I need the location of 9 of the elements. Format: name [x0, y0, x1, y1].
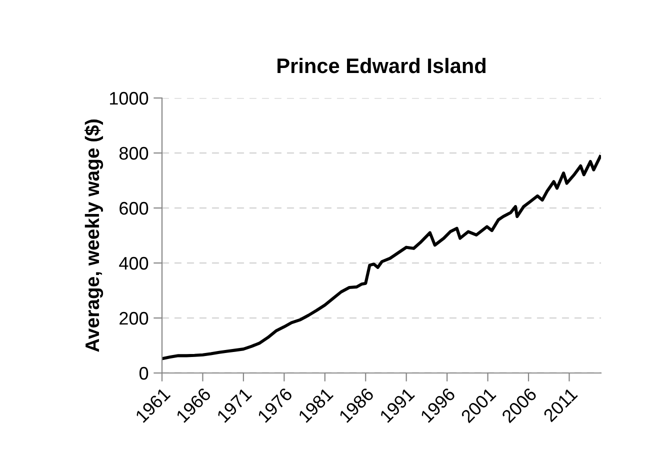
- y-tick-label: 600: [120, 202, 148, 215]
- y-tick-label: 1000: [110, 92, 148, 105]
- y-tick-label: 800: [119, 146, 148, 160]
- y-tick-label: 400: [119, 256, 148, 270]
- y-tick-label: 200: [120, 312, 148, 325]
- y-axis-title: Average, weekly wage ($): [84, 120, 104, 352]
- line-series: [162, 155, 601, 360]
- chart-title: Prince Edward Island: [278, 58, 486, 74]
- y-tick-label: 0: [139, 366, 148, 380]
